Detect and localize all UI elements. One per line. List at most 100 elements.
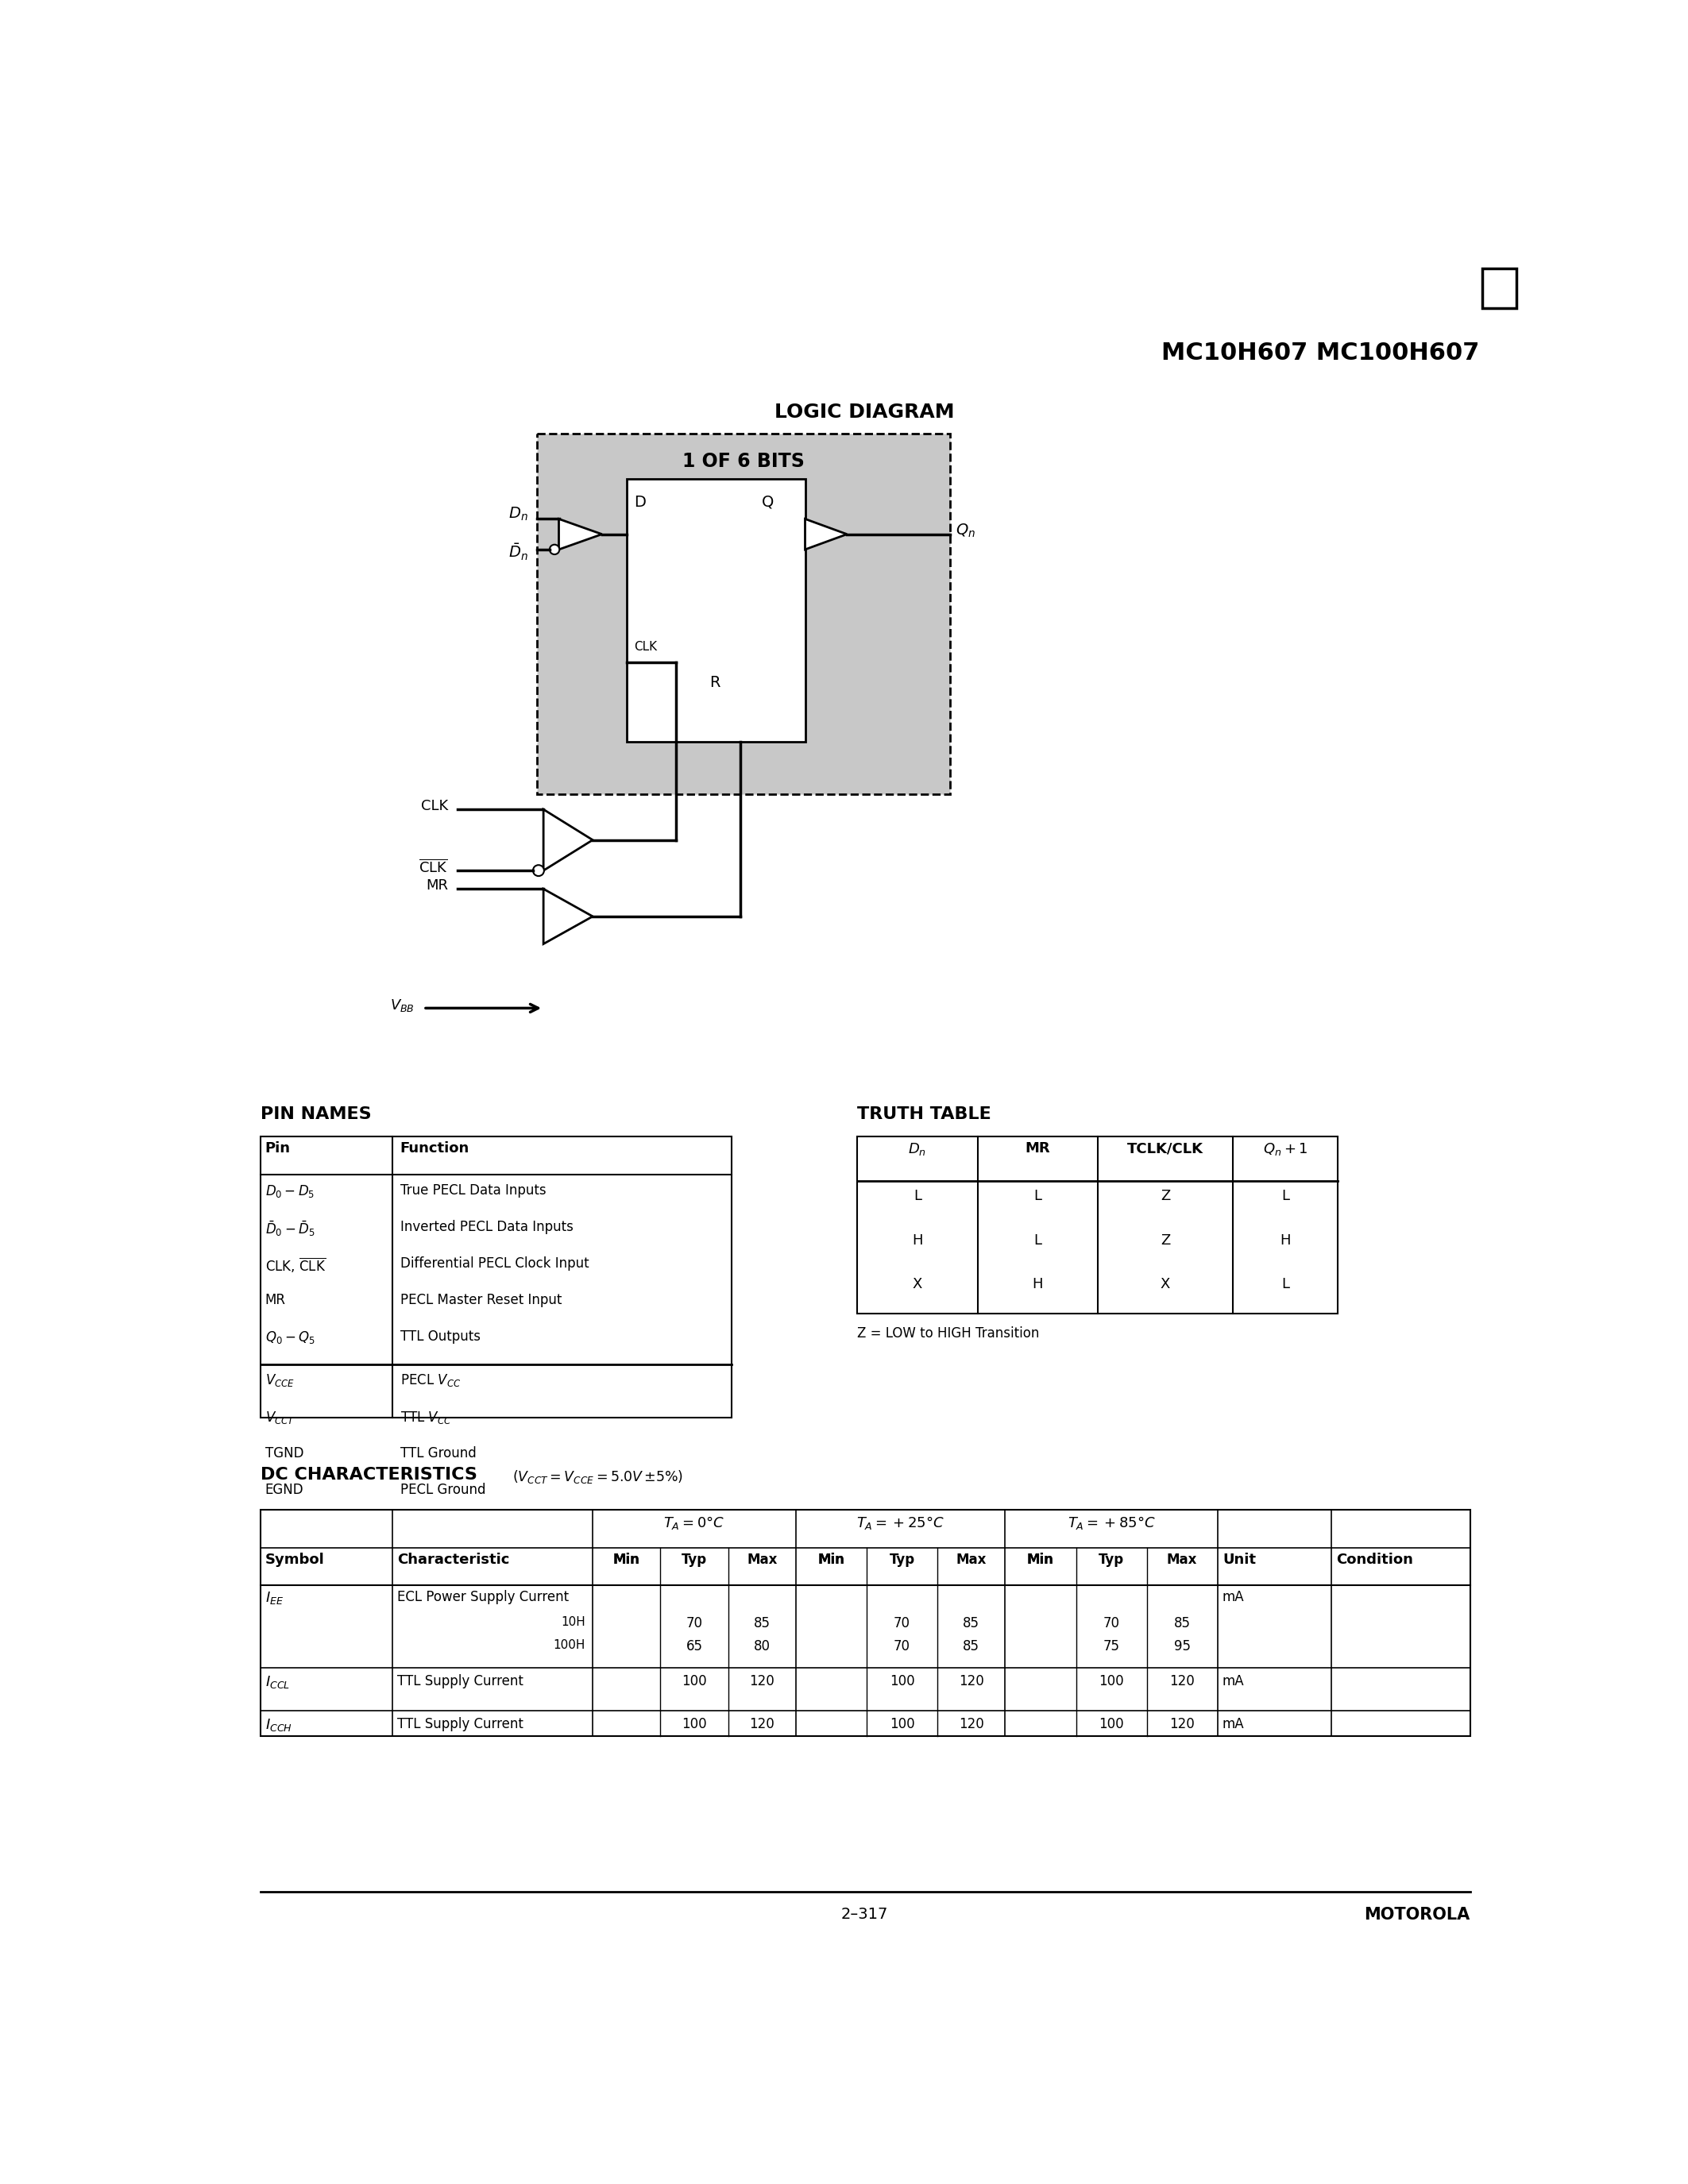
- Text: MR: MR: [1025, 1142, 1050, 1155]
- Text: Max: Max: [746, 1553, 776, 1566]
- Text: 100: 100: [1099, 1675, 1124, 1688]
- Text: TTL $V_{CC}$: TTL $V_{CC}$: [400, 1409, 451, 1426]
- Text: D: D: [635, 494, 647, 509]
- Text: 100: 100: [682, 1675, 707, 1688]
- Text: 100H: 100H: [554, 1640, 586, 1651]
- Text: L: L: [1033, 1234, 1041, 1247]
- Polygon shape: [544, 889, 592, 943]
- Text: PIN NAMES: PIN NAMES: [260, 1105, 371, 1123]
- Text: $Q_0 - Q_5$: $Q_0 - Q_5$: [265, 1330, 316, 1345]
- Text: 65: 65: [685, 1640, 702, 1653]
- Text: Q: Q: [761, 494, 775, 509]
- Text: 70: 70: [893, 1616, 910, 1629]
- Text: $V_{BB}$: $V_{BB}$: [390, 998, 414, 1013]
- Text: Min: Min: [613, 1553, 640, 1566]
- Circle shape: [533, 865, 544, 876]
- Text: Z: Z: [1160, 1188, 1170, 1203]
- Bar: [260, 1136, 731, 1417]
- Text: $D_0 - D_5$: $D_0 - D_5$: [265, 1184, 314, 1199]
- Text: TTL Supply Current: TTL Supply Current: [398, 1717, 523, 1732]
- Text: 100: 100: [890, 1675, 915, 1688]
- Text: 100: 100: [890, 1717, 915, 1732]
- Text: MC10H607 MC100H607: MC10H607 MC100H607: [1161, 341, 1479, 365]
- Text: Max: Max: [955, 1553, 986, 1566]
- Text: Unit: Unit: [1222, 1553, 1256, 1566]
- Text: L: L: [1281, 1188, 1290, 1203]
- Text: 10H: 10H: [560, 1616, 586, 1627]
- Circle shape: [550, 544, 559, 555]
- Text: True PECL Data Inputs: True PECL Data Inputs: [400, 1184, 545, 1197]
- Text: Z = LOW to HIGH Transition: Z = LOW to HIGH Transition: [858, 1326, 1040, 1341]
- Text: Characteristic: Characteristic: [398, 1553, 510, 1566]
- Text: DC CHARACTERISTICS: DC CHARACTERISTICS: [260, 1468, 478, 1483]
- Text: ECL Power Supply Current: ECL Power Supply Current: [398, 1590, 569, 1605]
- Text: L: L: [1281, 1278, 1290, 1291]
- Text: Min: Min: [817, 1553, 844, 1566]
- Bar: [537, 432, 950, 795]
- Text: $V_{CCT}$: $V_{CCT}$: [265, 1409, 295, 1426]
- Text: X: X: [913, 1278, 922, 1291]
- Text: Function: Function: [400, 1142, 469, 1155]
- Text: $D_n$: $D_n$: [908, 1142, 927, 1158]
- Text: 1 OF 6 BITS: 1 OF 6 BITS: [682, 452, 805, 472]
- Text: 2–317: 2–317: [841, 1907, 888, 1922]
- Text: Inverted PECL Data Inputs: Inverted PECL Data Inputs: [400, 1219, 572, 1234]
- Text: MR: MR: [265, 1293, 285, 1308]
- Text: 85: 85: [962, 1616, 979, 1629]
- Text: TGND: TGND: [265, 1446, 304, 1461]
- Text: $V_{CCE}$: $V_{CCE}$: [265, 1372, 294, 1389]
- Text: 120: 120: [959, 1717, 984, 1732]
- Text: 80: 80: [753, 1640, 770, 1653]
- Text: CLK, $\overline{\mathrm{CLK}}$: CLK, $\overline{\mathrm{CLK}}$: [265, 1256, 326, 1275]
- Text: TTL Outputs: TTL Outputs: [400, 1330, 479, 1343]
- Text: $D_n$: $D_n$: [508, 505, 528, 522]
- Text: CLK: CLK: [420, 799, 447, 812]
- Text: Min: Min: [817, 1553, 844, 1566]
- Text: 70: 70: [893, 1640, 910, 1653]
- Bar: [260, 1509, 1470, 1736]
- Text: 100: 100: [1099, 1717, 1124, 1732]
- Text: 70: 70: [685, 1616, 702, 1629]
- Text: H: H: [1280, 1234, 1291, 1247]
- Text: ($V_{CCT} = V_{CCE} = 5.0V\,{\pm}5\%$): ($V_{CCT} = V_{CCE} = 5.0V\,{\pm}5\%$): [513, 1468, 684, 1485]
- Text: 85: 85: [1173, 1616, 1190, 1629]
- Text: $T_A = +85°C$: $T_A = +85°C$: [1067, 1514, 1155, 1531]
- Text: $I_{CCL}$: $I_{CCL}$: [265, 1675, 290, 1690]
- Text: PECL $V_{CC}$: PECL $V_{CC}$: [400, 1372, 461, 1389]
- Text: Symbol: Symbol: [265, 1553, 324, 1566]
- Text: CLK: CLK: [635, 642, 657, 653]
- Text: MOTOROLA: MOTOROLA: [1364, 1907, 1470, 1922]
- Bar: [858, 1136, 1337, 1315]
- Text: H: H: [1031, 1278, 1043, 1291]
- Text: Typ: Typ: [1099, 1553, 1124, 1566]
- Text: $\overline{\mathrm{CLK}}$: $\overline{\mathrm{CLK}}$: [419, 858, 447, 876]
- Text: $I_{EE}$: $I_{EE}$: [265, 1590, 284, 1605]
- Text: MR: MR: [425, 878, 447, 893]
- Text: 120: 120: [749, 1717, 775, 1732]
- Polygon shape: [559, 520, 603, 550]
- Text: 85: 85: [753, 1616, 770, 1629]
- Text: Min: Min: [1026, 1553, 1053, 1566]
- Text: Min: Min: [1026, 1553, 1053, 1566]
- Text: TCLK/CLK: TCLK/CLK: [1128, 1142, 1204, 1155]
- Text: Max: Max: [1166, 1553, 1197, 1566]
- Polygon shape: [544, 810, 592, 871]
- Text: LOGIC DIAGRAM: LOGIC DIAGRAM: [775, 402, 955, 422]
- Text: L: L: [913, 1188, 922, 1203]
- Text: $I_{CCH}$: $I_{CCH}$: [265, 1717, 292, 1732]
- Text: 95: 95: [1173, 1640, 1190, 1653]
- Text: EGND: EGND: [265, 1483, 304, 1496]
- Text: H: H: [912, 1234, 923, 1247]
- Text: PECL Master Reset Input: PECL Master Reset Input: [400, 1293, 562, 1308]
- Text: mA: mA: [1222, 1717, 1244, 1732]
- Text: Z: Z: [1160, 1234, 1170, 1247]
- Text: PECL Ground: PECL Ground: [400, 1483, 486, 1496]
- Bar: [1482, 269, 1516, 308]
- Text: 120: 120: [959, 1675, 984, 1688]
- Text: 120: 120: [1170, 1675, 1195, 1688]
- Text: TTL Ground: TTL Ground: [400, 1446, 476, 1461]
- Text: $T_A = 0°C$: $T_A = 0°C$: [663, 1514, 724, 1531]
- Text: 85: 85: [962, 1640, 979, 1653]
- Text: 120: 120: [749, 1675, 775, 1688]
- Text: 75: 75: [1102, 1640, 1119, 1653]
